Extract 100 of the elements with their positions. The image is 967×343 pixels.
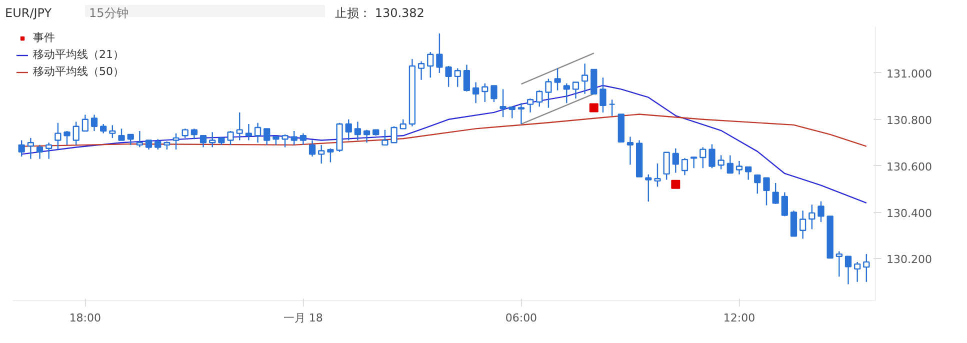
candlestick bbox=[264, 128, 270, 146]
chart-subtitle: 15分钟 bbox=[89, 5, 128, 22]
candlestick bbox=[800, 210, 806, 240]
candlestick bbox=[90, 114, 98, 132]
candlestick bbox=[382, 129, 388, 146]
candlestick bbox=[154, 138, 162, 150]
candlestick bbox=[690, 156, 698, 169]
candlestick bbox=[563, 82, 570, 104]
candlestick bbox=[272, 135, 280, 146]
candlestick bbox=[572, 82, 580, 100]
x-tick-label: 一月 18 bbox=[283, 312, 323, 324]
candlestick bbox=[681, 158, 688, 176]
candlestick bbox=[500, 88, 506, 118]
candlestick bbox=[436, 32, 443, 74]
candlestick bbox=[46, 142, 52, 160]
candlestick bbox=[290, 130, 298, 146]
x-tick-label: 18:00 bbox=[69, 312, 102, 324]
candlestick bbox=[445, 65, 452, 88]
candlestick bbox=[100, 123, 107, 134]
candlestick bbox=[82, 114, 88, 132]
candlestick bbox=[482, 82, 488, 103]
candlestick bbox=[545, 78, 552, 108]
candlestick bbox=[854, 261, 861, 283]
candlestick bbox=[318, 144, 325, 164]
candlestick bbox=[718, 154, 724, 170]
candlestick bbox=[327, 148, 334, 163]
candlestick bbox=[190, 128, 198, 140]
candlestick bbox=[790, 210, 798, 237]
candlestick bbox=[363, 129, 370, 144]
candlestick bbox=[172, 132, 180, 150]
candlestick bbox=[536, 90, 543, 108]
chart-title: EUR/JPY bbox=[5, 5, 52, 22]
legend-label: 移动平均线（50） bbox=[33, 64, 124, 79]
candlestick bbox=[844, 256, 852, 285]
candlestick bbox=[626, 136, 634, 166]
candlestick bbox=[672, 148, 679, 174]
candlestick bbox=[754, 174, 761, 194]
candlestick bbox=[508, 106, 516, 119]
candlestick bbox=[654, 162, 661, 188]
candlestick bbox=[772, 182, 779, 205]
text: 止损： 130.382 bbox=[335, 5, 424, 22]
candlestick bbox=[209, 132, 216, 148]
candlestick bbox=[744, 166, 752, 180]
candlestick bbox=[663, 152, 670, 180]
x-tick-label: 06:00 bbox=[505, 312, 538, 324]
candlestick bbox=[463, 64, 470, 92]
candlestick bbox=[72, 121, 80, 146]
candlestick bbox=[763, 177, 770, 206]
candlestick bbox=[645, 174, 652, 202]
y-tick-label: 130.600 bbox=[886, 160, 932, 174]
candlestick bbox=[109, 124, 116, 139]
candlestick bbox=[600, 76, 606, 114]
candlestick bbox=[18, 140, 25, 158]
y-tick-label: 130.800 bbox=[886, 114, 932, 127]
candlestick bbox=[400, 118, 406, 130]
candlestick bbox=[836, 250, 842, 278]
candlestick bbox=[427, 51, 434, 78]
candlestick bbox=[308, 140, 316, 158]
candlestick bbox=[418, 60, 425, 81]
candlestick bbox=[36, 144, 44, 160]
candlestick bbox=[454, 68, 461, 88]
y-tick-label: 131.000 bbox=[886, 67, 932, 80]
candlestick bbox=[608, 99, 616, 116]
candlestick bbox=[700, 146, 706, 169]
candlestick bbox=[236, 112, 243, 141]
y-tick-label: 130.400 bbox=[886, 206, 932, 220]
candlestick bbox=[472, 82, 480, 104]
candlestick bbox=[345, 118, 352, 141]
y-tick-label: 130.200 bbox=[886, 253, 932, 266]
x-tick-label: 12:00 bbox=[723, 312, 756, 324]
candlestick bbox=[64, 130, 70, 146]
candlestick bbox=[145, 140, 152, 150]
candlestick bbox=[227, 130, 234, 146]
candlestick bbox=[127, 134, 134, 146]
candlestick bbox=[300, 132, 307, 146]
candlestick bbox=[818, 200, 824, 223]
candlestick bbox=[781, 192, 788, 217]
candlestick bbox=[118, 128, 125, 141]
candlestick bbox=[254, 122, 262, 144]
legend-label: 移动平均线（21） bbox=[33, 47, 124, 62]
candlestick bbox=[490, 85, 498, 103]
candlestick bbox=[726, 154, 734, 174]
candlestick bbox=[526, 98, 534, 114]
candlestick bbox=[808, 204, 816, 230]
candlestick bbox=[54, 122, 62, 150]
candlestick bbox=[182, 128, 188, 139]
candlestick bbox=[282, 134, 288, 148]
candlestick bbox=[354, 121, 362, 141]
candlestick bbox=[245, 123, 252, 141]
candlestick bbox=[581, 63, 588, 94]
candlestick bbox=[27, 137, 34, 160]
candlestick bbox=[708, 144, 716, 169]
candlestick bbox=[518, 102, 525, 125]
candlestick bbox=[863, 253, 870, 283]
candlestick bbox=[554, 68, 561, 91]
legend-label: 事件 bbox=[33, 30, 55, 45]
candlestick bbox=[736, 160, 743, 176]
candlestick bbox=[136, 130, 144, 148]
candlestick bbox=[200, 135, 207, 148]
candlestick bbox=[390, 126, 398, 144]
